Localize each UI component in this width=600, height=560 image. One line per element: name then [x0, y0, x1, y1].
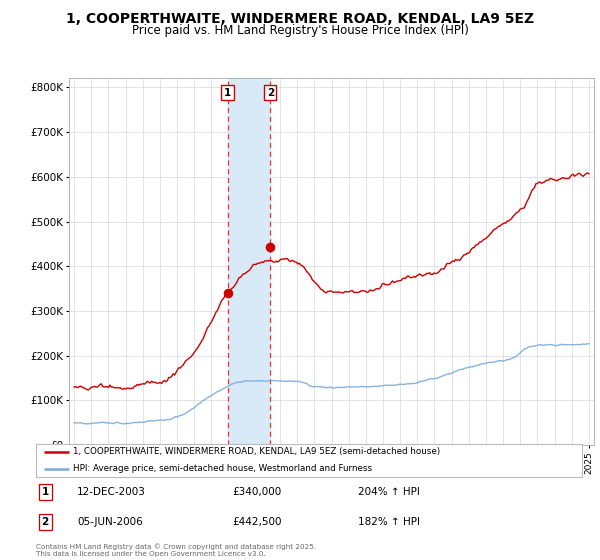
Text: £442,500: £442,500 — [233, 517, 282, 527]
Text: 1, COOPERTHWAITE, WINDERMERE ROAD, KENDAL, LA9 5EZ: 1, COOPERTHWAITE, WINDERMERE ROAD, KENDA… — [66, 12, 534, 26]
Text: 2: 2 — [266, 87, 274, 97]
Point — [265, 243, 275, 252]
Text: HPI: Average price, semi-detached house, Westmorland and Furness: HPI: Average price, semi-detached house,… — [73, 464, 372, 473]
Text: 12-DEC-2003: 12-DEC-2003 — [77, 487, 146, 497]
Text: 1, COOPERTHWAITE, WINDERMERE ROAD, KENDAL, LA9 5EZ (semi-detached house): 1, COOPERTHWAITE, WINDERMERE ROAD, KENDA… — [73, 447, 440, 456]
Text: 204% ↑ HPI: 204% ↑ HPI — [358, 487, 420, 497]
Text: Contains HM Land Registry data © Crown copyright and database right 2025.
This d: Contains HM Land Registry data © Crown c… — [36, 544, 316, 557]
Text: £340,000: £340,000 — [233, 487, 282, 497]
Text: 1: 1 — [224, 87, 232, 97]
Text: 2: 2 — [41, 517, 49, 527]
Bar — [228, 78, 270, 445]
Point — [223, 288, 233, 297]
Text: 05-JUN-2006: 05-JUN-2006 — [77, 517, 143, 527]
Text: 1: 1 — [41, 487, 49, 497]
Text: 182% ↑ HPI: 182% ↑ HPI — [358, 517, 420, 527]
FancyBboxPatch shape — [36, 444, 582, 477]
Text: Price paid vs. HM Land Registry's House Price Index (HPI): Price paid vs. HM Land Registry's House … — [131, 24, 469, 36]
